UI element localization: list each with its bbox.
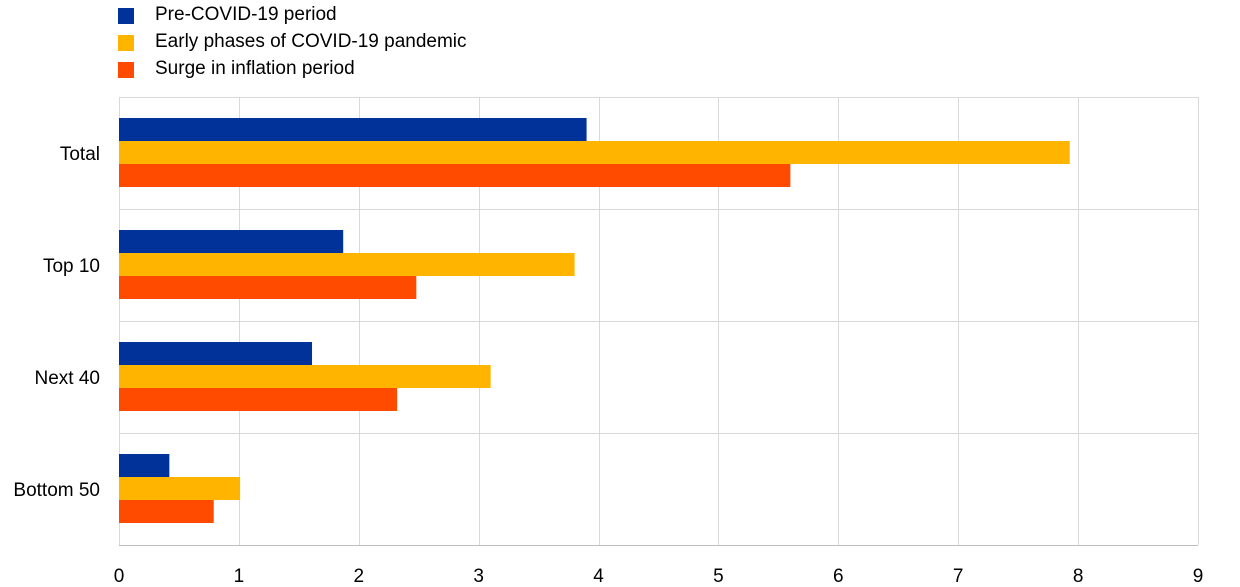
legend-label-early-covid: Early phases of COVID-19 pandemic — [155, 31, 467, 52]
x-tick-label: 7 — [953, 566, 964, 587]
x-tick-label: 1 — [234, 566, 245, 587]
x-tick-label: 4 — [593, 566, 604, 587]
bar-top-10-series-1 — [119, 230, 344, 253]
bar-total-series-2 — [119, 141, 1070, 164]
bar-total-series-3 — [119, 164, 791, 187]
legend-swatch-early-covid — [118, 35, 134, 51]
x-tick-label: 5 — [713, 566, 724, 587]
bar-bottom-50-series-3 — [119, 500, 214, 523]
bar-next-40-series-3 — [119, 388, 398, 411]
y-tick-label: Next 40 — [35, 368, 100, 389]
legend-swatch-pre-covid — [118, 8, 134, 24]
y-tick-label: Total — [60, 144, 100, 165]
bar-next-40-series-2 — [119, 365, 491, 388]
legend-label-inflation-surge: Surge in inflation period — [155, 58, 355, 79]
bar-bottom-50-series-1 — [119, 454, 170, 477]
x-tick-label: 0 — [114, 566, 125, 587]
bar-bottom-50-series-2 — [119, 477, 241, 500]
y-tick-label: Top 10 — [43, 256, 100, 277]
x-tick-label: 6 — [833, 566, 844, 587]
bar-total-series-1 — [119, 118, 587, 141]
bar-top-10-series-3 — [119, 276, 417, 299]
x-tick-label: 8 — [1073, 566, 1084, 587]
x-tick-label: 2 — [353, 566, 364, 587]
y-tick-label: Bottom 50 — [13, 480, 100, 501]
legend-swatch-inflation-surge — [118, 62, 134, 78]
legend-label-pre-covid: Pre-COVID-19 period — [155, 4, 337, 25]
x-tick-label: 9 — [1193, 566, 1204, 587]
bar-top-10-series-2 — [119, 253, 575, 276]
bar-next-40-series-1 — [119, 342, 313, 365]
x-tick-label: 3 — [473, 566, 484, 587]
